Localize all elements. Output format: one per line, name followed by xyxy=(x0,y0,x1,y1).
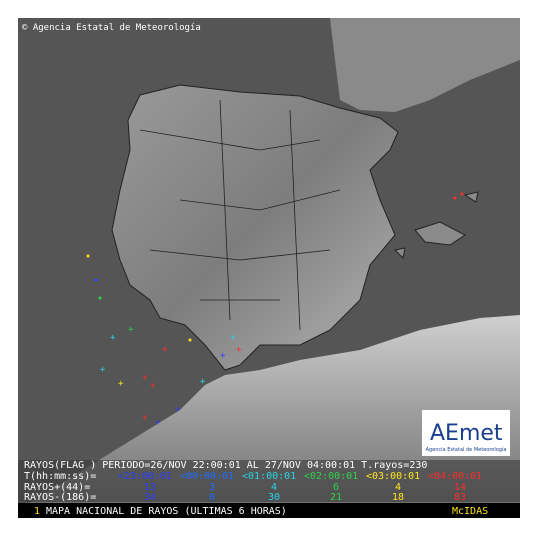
time-bin: <23:00:01 xyxy=(118,471,172,482)
strike-count: 13 xyxy=(144,482,156,493)
svg-text:+: + xyxy=(100,365,106,375)
logo-name: AEmet xyxy=(430,421,503,446)
time-bin: <01:00:01 xyxy=(242,471,296,482)
footer-title: MAPA NACIONAL DE RAYOS (ULTIMAS 6 HORAS) xyxy=(46,506,287,517)
strike-count: 30 xyxy=(268,492,280,503)
lightning-strikes: ++ ++ ++ ++ ++ ++ ++ xyxy=(86,192,464,428)
svg-text:+: + xyxy=(162,345,168,355)
strike-count: 83 xyxy=(454,492,466,503)
row-label: RAYOS-(186)= xyxy=(24,492,96,503)
svg-text:+: + xyxy=(220,351,226,361)
time-bin: <03:00:01 xyxy=(366,471,420,482)
svg-text:+: + xyxy=(236,345,242,355)
strike-count: 34 xyxy=(144,492,156,503)
strike-count: 3 xyxy=(209,482,215,493)
footer-bar xyxy=(18,503,520,518)
borders xyxy=(139,99,341,331)
strike-count: 4 xyxy=(271,482,277,493)
svg-text:+: + xyxy=(118,379,124,389)
logo-box xyxy=(422,410,510,456)
time-bin: <02:00:01 xyxy=(304,471,358,482)
balearic-islands xyxy=(393,191,479,260)
svg-text:+: + xyxy=(150,381,156,391)
svg-text:+: + xyxy=(142,373,148,383)
svg-text:+: + xyxy=(200,377,206,387)
strike-count: 14 xyxy=(454,482,466,493)
svg-text:+: + xyxy=(128,325,134,335)
footer-system: McIDAS xyxy=(452,506,488,517)
logo-subtitle: Agencia Estatal de Meteorología xyxy=(426,446,507,453)
legend-band xyxy=(18,460,520,502)
strike-count: 0 xyxy=(209,492,215,503)
time-bin: <00:00:01 xyxy=(180,471,234,482)
strike-count: 4 xyxy=(395,482,401,493)
footer-number: 1 xyxy=(34,506,40,517)
svg-text:+: + xyxy=(142,413,148,423)
strike-count: 18 xyxy=(392,492,404,503)
time-label: T(hh:mm:ss)= xyxy=(24,471,96,482)
row-label: RAYOS+(44)= xyxy=(24,482,90,493)
iberia xyxy=(111,84,399,371)
copyright: © Agencia Estatal de Meteorología xyxy=(22,23,201,33)
france xyxy=(330,18,520,112)
time-bin: <04:00:01 xyxy=(428,471,482,482)
svg-text:+: + xyxy=(230,333,236,343)
strike-count: 6 xyxy=(333,482,339,493)
svg-text:+: + xyxy=(155,418,161,428)
strike-count: 21 xyxy=(330,492,342,503)
legend-title: RAYOS(FLAG ) PERIODO=26/NOV 22:00:01 AL … xyxy=(24,460,427,471)
legend-table: <23:00:01 <00:00:01 <01:00:01 <02:00:01 <03:… xyxy=(24,471,482,503)
svg-text:+: + xyxy=(110,333,116,343)
svg-text:+: + xyxy=(175,405,181,415)
